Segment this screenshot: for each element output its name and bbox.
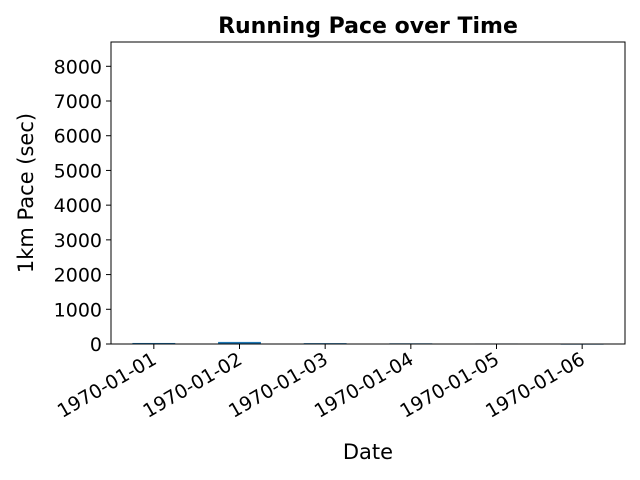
y-tick-label: 8000 xyxy=(54,56,102,78)
y-tick-label: 6000 xyxy=(54,126,102,148)
bar xyxy=(218,341,261,344)
x-axis-label: Date xyxy=(343,440,393,464)
y-tick-label: 5000 xyxy=(54,160,102,182)
y-tick-label: 1000 xyxy=(54,299,102,321)
y-tick-label: 4000 xyxy=(54,195,102,217)
plot-area-frame xyxy=(110,41,626,345)
chart-title: Running Pace over Time xyxy=(218,14,518,39)
y-axis-label: 1km Pace (sec) xyxy=(14,113,38,273)
y-axis: 0 1000 2000 3000 4000 5000 6000 7000 8000 xyxy=(54,56,111,356)
y-tick-label: 3000 xyxy=(54,230,102,252)
y-tick-label: 7000 xyxy=(54,91,102,113)
x-axis: 1970-01-011970-01-021970-01-031970-01-04… xyxy=(54,344,589,423)
y-tick-label: 0 xyxy=(90,334,102,356)
y-tick-label: 2000 xyxy=(54,265,102,287)
bar xyxy=(132,342,176,344)
